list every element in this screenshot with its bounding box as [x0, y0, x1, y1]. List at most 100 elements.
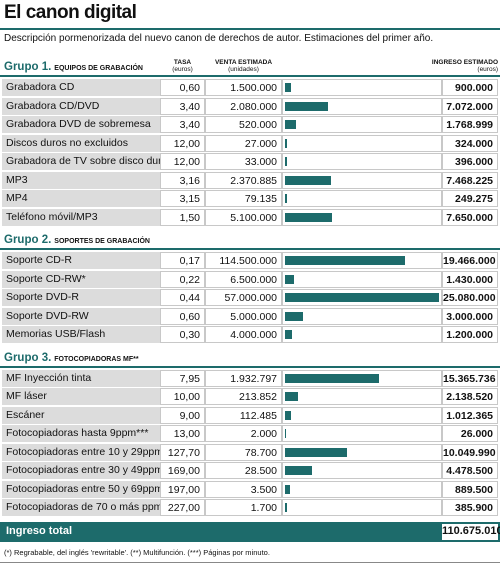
group-rule: [0, 75, 500, 77]
row-name: Grabadora DVD de sobremesa: [2, 116, 160, 133]
bar-cell: [282, 326, 442, 343]
rate: 7,95: [160, 369, 205, 387]
income: 889.500: [442, 480, 498, 498]
income: 3.000.000: [442, 307, 498, 325]
group-title: Grupo 1. EQUIPOS DE GRABACIÓN: [4, 61, 143, 73]
sales: 57.000.000: [205, 289, 282, 306]
income: 19.466.000: [442, 252, 498, 269]
sales: 6.500.000: [205, 270, 282, 288]
column-unit: (unidades): [228, 66, 259, 73]
income: 249.275: [442, 190, 498, 207]
rate: 12,00: [160, 153, 205, 170]
income: 324.000: [442, 134, 498, 152]
bottom-rule: [0, 561, 500, 563]
bar-cell: [282, 388, 442, 405]
sales: 114.500.000: [205, 252, 282, 269]
bar: [285, 256, 405, 265]
rate: 127,70: [160, 443, 205, 461]
rate: 3,40: [160, 116, 205, 133]
income: 10.049.990: [442, 443, 498, 461]
income: 1.012.365: [442, 406, 498, 424]
bar: [285, 503, 288, 512]
rate: 3,40: [160, 97, 205, 115]
sales: 112.485: [205, 406, 282, 424]
bar-cell: [282, 116, 442, 133]
sales: 5.100.000: [205, 208, 282, 226]
bar: [285, 194, 287, 203]
row-name: MP3: [2, 171, 160, 189]
group-title: Grupo 2. SOPORTES DE GRABACIÓN: [4, 234, 150, 246]
rate: 0,60: [160, 307, 205, 325]
bar-cell: [282, 79, 442, 96]
group-rule: [0, 248, 500, 250]
bar: [285, 157, 288, 166]
bar: [285, 373, 380, 383]
income: 15.365.736: [442, 369, 498, 387]
group-number: Grupo 3.: [4, 351, 52, 364]
income: 2.138.520: [442, 388, 498, 405]
rate: 0,44: [160, 289, 205, 306]
bar: [285, 293, 439, 302]
sales: 1.700: [205, 499, 282, 516]
bar: [285, 466, 313, 475]
income: 1.430.000: [442, 270, 498, 288]
group-number: Grupo 2.: [4, 234, 52, 246]
subtitle: Descripción pormenorizada del nuevo cano…: [4, 33, 434, 44]
row-name: Fotocopiadoras de 70 o más ppm: [2, 499, 162, 516]
bar: [285, 175, 331, 185]
sales: 5.000.000: [205, 307, 282, 325]
bar: [285, 410, 292, 420]
rate: 9,00: [160, 406, 205, 424]
column-unit: (euros): [172, 66, 193, 73]
row-name: MF Inyección tinta: [2, 369, 160, 387]
bar-cell: [282, 134, 442, 152]
rate: 197,00: [160, 480, 205, 498]
bar: [285, 83, 291, 92]
row-name: MP4: [2, 190, 160, 207]
bar-cell: [282, 406, 442, 424]
rate: 0,22: [160, 270, 205, 288]
row-name: Soporte DVD-RW: [2, 307, 160, 325]
group-title: Grupo 3. FOTOCOPIADORAS MF**: [4, 352, 139, 364]
group-rule: [0, 365, 500, 368]
row-name: Fotocopiadoras entre 30 y 49ppm: [2, 462, 163, 479]
bar-cell: [282, 190, 442, 207]
rate: 0,17: [160, 252, 205, 269]
rate: 1,50: [160, 208, 205, 226]
sales: 1.932.797: [205, 369, 282, 387]
row-name: Memorias USB/Flash: [2, 326, 160, 343]
sales: 4.000.000: [205, 326, 282, 343]
rate: 10,00: [160, 388, 205, 405]
sales: 2.370.885: [205, 171, 282, 189]
bar: [285, 447, 347, 457]
income: 396.000: [442, 153, 498, 170]
sales: 33.000: [205, 153, 282, 170]
sales: 2.080.000: [205, 97, 282, 115]
sales: 3.500: [205, 480, 282, 498]
row-name: Soporte CD-RW*: [2, 270, 160, 288]
total-box: [442, 523, 498, 540]
row-name: Grabadora CD: [2, 79, 160, 96]
row-name: Fotocopiadoras entre 10 y 29ppm: [2, 443, 163, 461]
income: 900.000: [442, 79, 498, 96]
sales: 520.000: [205, 116, 282, 133]
income: 4.478.500: [442, 462, 498, 479]
bar-cell: [282, 270, 442, 288]
total-value: 110.675.010: [442, 524, 500, 537]
total-label: Ingreso total: [6, 524, 73, 537]
rate: 3,16: [160, 171, 205, 189]
row-name: Soporte CD-R: [2, 252, 160, 269]
column-header: INGRESO ESTIMADO (euros): [342, 59, 498, 73]
total-band: [0, 521, 500, 542]
rate: 227,00: [160, 499, 205, 516]
column-unit: (euros): [477, 66, 498, 73]
group-number: Grupo 1.: [4, 61, 52, 73]
income: 385.900: [442, 499, 498, 516]
bar: [285, 101, 329, 111]
bar: [285, 120, 296, 129]
bar: [285, 392, 299, 401]
sales: 79.135: [205, 190, 282, 207]
income: 25.080.000: [442, 289, 498, 306]
row-name: Soporte DVD-R: [2, 289, 160, 306]
bar-cell: [282, 480, 442, 498]
